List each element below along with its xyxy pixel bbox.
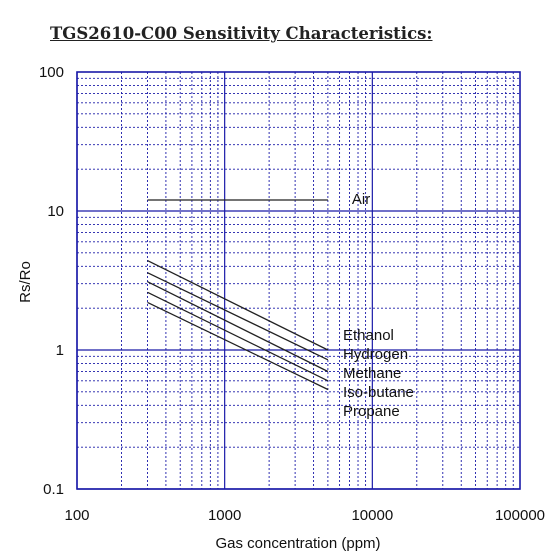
y-tick-label: 0.1 — [43, 481, 64, 498]
x-tick-label: 10000 — [351, 507, 393, 524]
series-line-hydrogen — [147, 272, 329, 361]
tick-labels: 100 1000 10000 100000 0.1 1 10 100 — [39, 64, 545, 524]
series-label-ethanol: Ethanol — [343, 327, 394, 344]
y-axis-label: Rs/Ro — [17, 261, 34, 303]
series-label-propane: Propane — [343, 403, 400, 420]
series-label-air: Air — [352, 191, 370, 208]
x-tick-label: 100 — [64, 507, 89, 524]
series-line-methane — [147, 281, 329, 373]
x-axis-label: Gas concentration (ppm) — [215, 535, 380, 552]
grid-layer — [76, 71, 521, 490]
series-label-hydrogen: Hydrogen — [343, 346, 408, 363]
series-label-methane: Methane — [343, 365, 401, 382]
chart-title: TGS2610-C00 Sensitivity Characteristics: — [50, 24, 433, 43]
series-line-iso-butane — [147, 291, 329, 382]
series-line-ethanol — [147, 260, 329, 351]
series-label-iso-butane: Iso-butane — [343, 384, 414, 401]
x-tick-label: 1000 — [208, 507, 241, 524]
y-tick-label: 10 — [47, 203, 64, 220]
series-layer: Air Ethanol Hydrogen Methane Iso-butane Propa… — [147, 191, 414, 420]
y-tick-label: 100 — [39, 64, 64, 81]
y-tick-label: 1 — [56, 342, 64, 359]
plot-frame — [76, 71, 521, 490]
series-line-propane — [147, 301, 329, 391]
x-tick-label: 100000 — [495, 507, 545, 524]
